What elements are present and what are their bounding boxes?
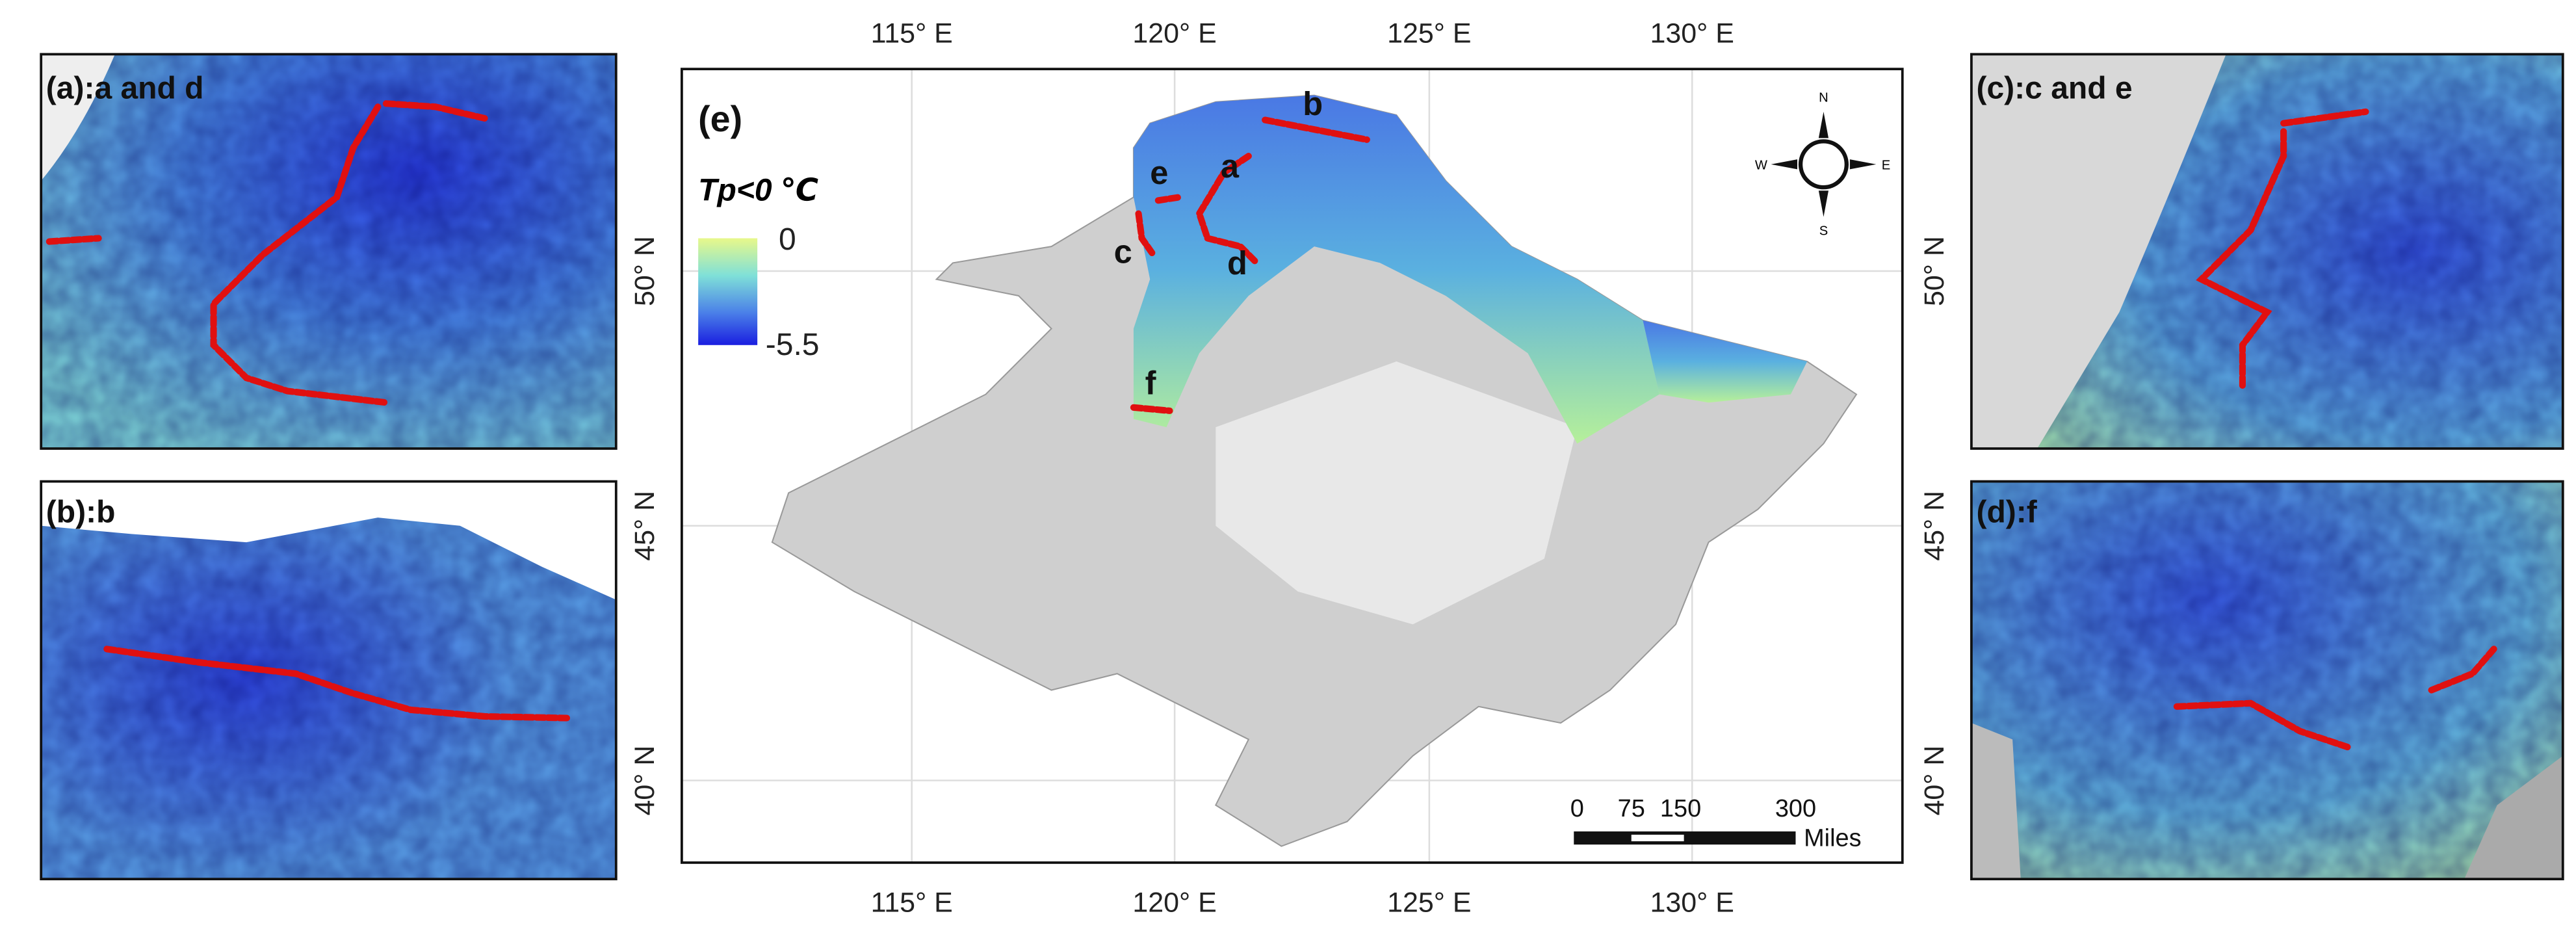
panel-label: (b):b — [46, 495, 116, 530]
cold-region — [1133, 95, 1659, 444]
lon-label: 120° E — [1132, 18, 1216, 49]
compass-n: N — [1819, 91, 1828, 105]
legend-title: Tp<0 ℃ — [698, 173, 818, 207]
lat-label: 40° N — [1919, 746, 1950, 816]
map-label: (e) — [698, 99, 742, 139]
panel-d: (d):f — [1970, 480, 2564, 881]
lat-label: 50° N — [629, 236, 660, 306]
panel-b: (b):b — [40, 480, 618, 881]
lat-label: 50° N — [1919, 236, 1950, 306]
panel-label: (d):f — [1976, 495, 2037, 530]
compass-e: E — [1882, 158, 1890, 172]
site-label: c — [1114, 233, 1132, 270]
scale-bar: 0 75 150 300 Miles — [1570, 795, 1862, 852]
main-map: (e) a b c d e f Tp<0 ℃ 0 -5.5 N S W E 0 … — [680, 68, 1904, 864]
panel-c: (c):c and e — [1970, 53, 2564, 450]
lat-label: 45° N — [1919, 491, 1950, 561]
scale-tick: 75 — [1618, 795, 1645, 822]
legend-max: 0 — [779, 222, 796, 257]
lon-label: 115° E — [871, 18, 953, 49]
site-label: e — [1150, 154, 1168, 191]
compass-w: W — [1755, 158, 1767, 172]
scale-tick: 150 — [1660, 795, 1701, 822]
lon-label: 115° E — [871, 887, 953, 919]
lon-label: 130° E — [1650, 18, 1734, 49]
lat-label: 45° N — [629, 491, 660, 561]
site-label: f — [1145, 365, 1156, 402]
lon-label: 125° E — [1387, 887, 1471, 919]
panel-label: (a):a and d — [46, 72, 204, 106]
lat-labels: 50° N 45° N 40° N 50° N 45° N 40° N — [629, 236, 1950, 815]
site-label: a — [1221, 148, 1240, 185]
panel-label: (c):c and e — [1976, 72, 2132, 106]
lon-labels: 115° E 120° E 125° E 130° E 115° E 120° … — [871, 18, 1734, 919]
lon-label: 120° E — [1132, 887, 1216, 919]
site-label: b — [1303, 85, 1323, 122]
site-label: d — [1227, 244, 1247, 281]
lat-label: 40° N — [629, 746, 660, 816]
lon-label: 130° E — [1650, 887, 1734, 919]
compass-s: S — [1819, 224, 1828, 238]
legend-min: -5.5 — [766, 328, 820, 362]
panel-a: (a):a and d — [40, 53, 618, 450]
scale-tick: 0 — [1570, 795, 1584, 822]
compass: N S W E — [1755, 91, 1890, 239]
scale-tick: 300 — [1775, 795, 1816, 822]
legend-ramp — [698, 238, 758, 345]
scale-unit: Miles — [1804, 825, 1861, 852]
lon-label: 125° E — [1387, 18, 1471, 49]
